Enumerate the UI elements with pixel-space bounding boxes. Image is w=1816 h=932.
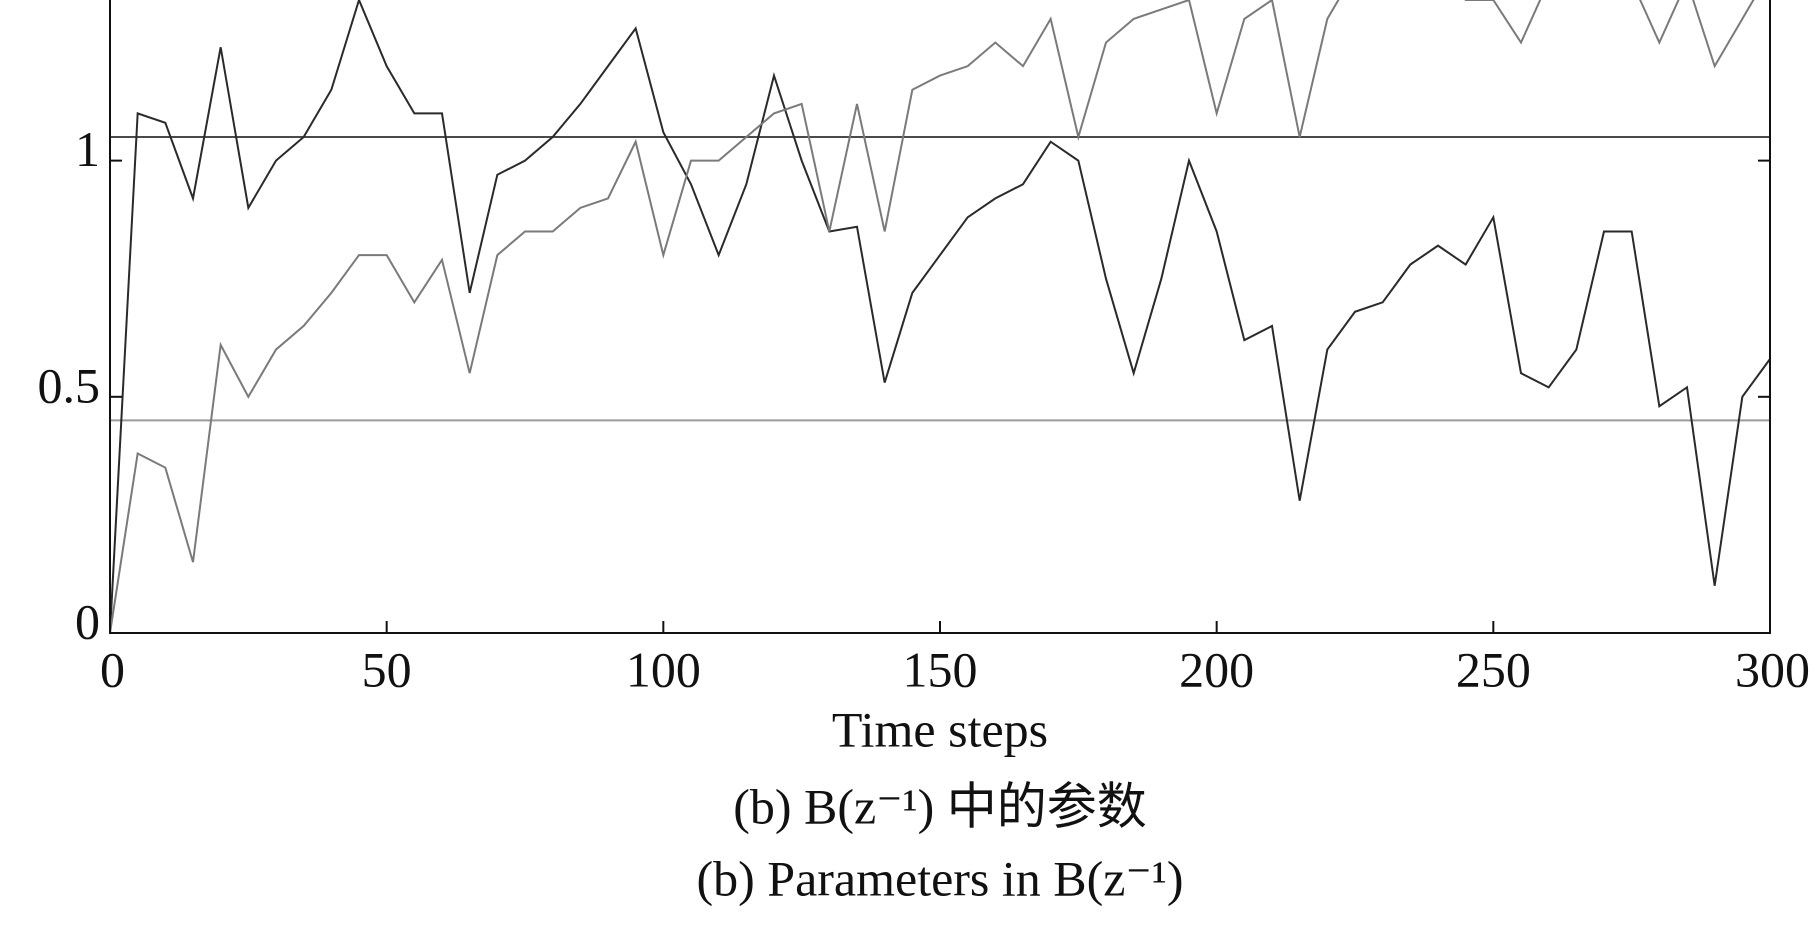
axis-frame [109,0,1771,634]
x-axis-label: Time steps [832,701,1048,757]
x-tick-label: 300 [1735,641,1810,697]
x-tick-label: 200 [1179,641,1254,697]
x-tick-label: 150 [903,641,978,697]
plot-area [110,0,1770,633]
x-tick-label: 250 [1456,641,1531,697]
x-tick-label: 0 [100,641,125,697]
x-tick-label: 100 [626,641,701,697]
series-line [110,0,1755,633]
x-tick-label: 50 [362,641,412,697]
series-line [110,0,1770,633]
y-tick-label: 0.5 [38,357,101,413]
caption: (b) B(z⁻¹) 中的参数 [733,778,1147,834]
y-tick-label: 1 [75,121,100,177]
caption: (b) Parameters in B(z⁻¹) [696,850,1183,906]
y-tick-label: 0 [75,593,100,649]
